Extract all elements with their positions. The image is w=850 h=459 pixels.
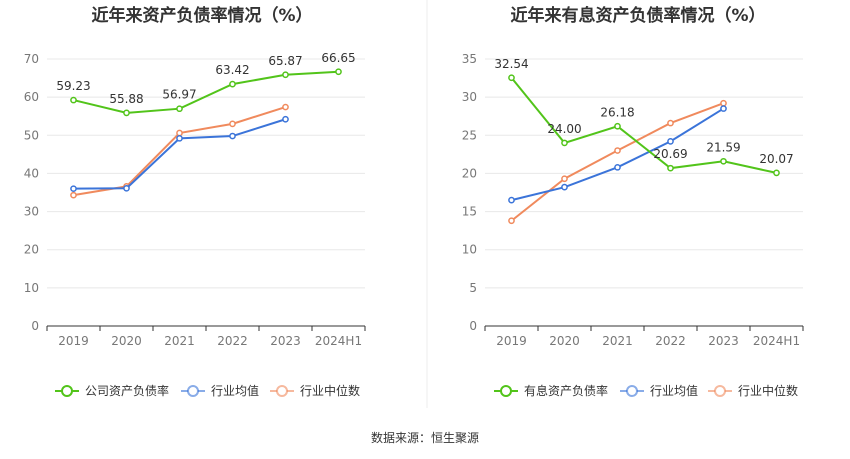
legend-label: 公司资产负债率: [85, 383, 169, 398]
data-point: [335, 68, 342, 76]
legend-swatch-marker: [626, 385, 638, 397]
x-tick-label: 2021: [602, 334, 633, 348]
legend-label: 行业均值: [650, 383, 698, 398]
data-point: [614, 163, 621, 171]
data-point: [720, 99, 727, 107]
data-label: 56.97: [162, 88, 196, 102]
data-label: 24.00: [547, 122, 581, 136]
data-label: 26.18: [600, 105, 634, 119]
legend-swatch-marker: [714, 385, 726, 397]
data-point: [508, 74, 515, 82]
y-tick-label: 30: [24, 205, 39, 219]
x-tick-label: 2019: [496, 334, 527, 348]
data-point: [508, 217, 515, 225]
x-tick-label: 2023: [708, 334, 739, 348]
data-point: [282, 103, 289, 111]
legend-swatch-marker: [187, 385, 199, 397]
data-label: 66.65: [321, 51, 355, 65]
data-label: 20.07: [759, 152, 793, 166]
legend-swatch-marker: [500, 385, 512, 397]
data-point: [229, 80, 236, 88]
chart-title: 近年来资产负债率情况（%）: [91, 5, 312, 26]
y-tick-label: 20: [24, 243, 39, 257]
y-tick-label: 50: [24, 128, 39, 142]
x-tick-label: 2020: [111, 334, 142, 348]
data-point: [667, 138, 674, 145]
y-tick-label: 10: [462, 243, 477, 257]
data-label: 55.88: [109, 92, 143, 106]
data-point: [123, 109, 130, 117]
data-point: [561, 139, 568, 147]
data-label: 21.59: [706, 140, 740, 154]
data-point: [176, 105, 183, 113]
data-point: [70, 185, 77, 193]
x-tick-label: 2024H1: [753, 334, 800, 348]
y-tick-label: 0: [31, 319, 39, 333]
debt-ratio-chart: 近年来资产负债率情况（%） 0 10 20 30 40 50 60 70 2019 2020 2021…: [24, 5, 366, 398]
data-label: 32.54: [494, 57, 528, 71]
data-point: [70, 96, 77, 104]
data-point: [229, 120, 236, 128]
x-tick-label: 2020: [549, 334, 580, 348]
data-point: [508, 196, 515, 204]
x-tick-label: 2023: [270, 334, 301, 348]
data-label: 20.69: [653, 147, 687, 161]
data-point: [282, 71, 289, 79]
series-line: [510, 77, 777, 174]
interest-bearing-debt-ratio-chart: 近年来有息资产负债率情况（%） 0 5 10 15 20 25 30 35 2019 2020 202…: [462, 5, 804, 398]
data-point: [720, 105, 727, 112]
data-point: [614, 122, 621, 130]
data-point: [176, 129, 183, 137]
x-tick-label: 2022: [217, 334, 248, 348]
data-point: [667, 164, 674, 172]
data-point: [123, 184, 130, 192]
legend-label: 行业中位数: [300, 383, 360, 398]
y-tick-label: 0: [469, 319, 477, 333]
series-line: [511, 107, 725, 202]
data-point: [720, 157, 727, 165]
y-tick-label: 60: [24, 90, 39, 104]
series-line: [73, 70, 339, 114]
data-label: 65.87: [268, 54, 302, 68]
y-tick-label: 15: [462, 205, 477, 219]
data-point: [614, 147, 621, 154]
y-tick-label: 20: [462, 166, 477, 180]
y-tick-label: 30: [462, 90, 477, 104]
y-tick-label: 40: [24, 166, 39, 180]
legend-swatch-marker: [276, 385, 288, 397]
legend-label: 有息资产负债率: [524, 383, 608, 398]
data-point: [176, 134, 183, 142]
x-tick-label: 2021: [164, 334, 195, 348]
legend-label: 行业均值: [211, 383, 259, 398]
y-tick-label: 70: [24, 52, 39, 66]
chart-title: 近年来有息资产负债率情况（%）: [510, 5, 765, 26]
data-point: [229, 132, 236, 140]
x-tick-label: 2024H1: [315, 334, 362, 348]
y-tick-label: 10: [24, 281, 39, 295]
y-tick-label: 25: [462, 128, 477, 142]
series-line: [510, 102, 724, 222]
x-tick-label: 2022: [655, 334, 686, 348]
legend-swatch-marker: [61, 385, 73, 397]
data-point: [561, 183, 568, 191]
data-label: 59.23: [56, 79, 90, 93]
data-point: [667, 119, 674, 127]
data-point: [282, 115, 289, 123]
legend-label: 行业中位数: [738, 383, 798, 398]
x-tick-label: 2019: [58, 334, 89, 348]
data-point: [773, 169, 780, 177]
y-tick-label: 35: [462, 52, 477, 66]
data-label: 63.42: [215, 63, 249, 77]
data-source-label: 数据来源：恒生聚源: [371, 430, 479, 445]
data-point: [561, 175, 568, 183]
data-point: [70, 191, 77, 199]
series-line: [73, 106, 286, 197]
y-tick-label: 5: [469, 281, 477, 295]
